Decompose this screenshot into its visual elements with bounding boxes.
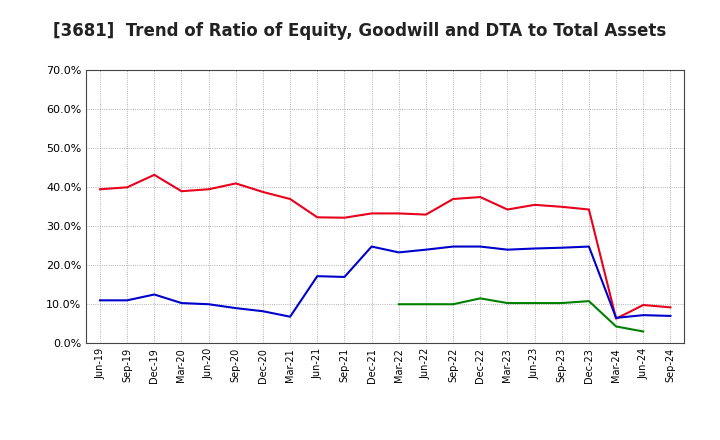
Goodwill	[476, 244, 485, 249]
Equity	[422, 212, 431, 217]
Deferred Tax Assets	[612, 324, 621, 329]
Equity	[639, 302, 647, 308]
Equity	[612, 316, 621, 321]
Goodwill	[557, 245, 566, 250]
Deferred Tax Assets	[395, 301, 403, 307]
Goodwill	[530, 246, 539, 251]
Equity	[123, 185, 132, 190]
Equity	[476, 194, 485, 200]
Goodwill	[123, 298, 132, 303]
Goodwill	[340, 274, 348, 279]
Line: Deferred Tax Assets: Deferred Tax Assets	[399, 298, 643, 331]
Goodwill	[639, 312, 647, 318]
Goodwill	[503, 247, 512, 252]
Equity	[395, 211, 403, 216]
Deferred Tax Assets	[476, 296, 485, 301]
Equity	[232, 181, 240, 186]
Goodwill	[585, 244, 593, 249]
Equity	[503, 207, 512, 212]
Equity	[340, 215, 348, 220]
Equity	[204, 187, 213, 192]
Goodwill	[367, 244, 376, 249]
Goodwill	[422, 247, 431, 252]
Goodwill	[232, 305, 240, 311]
Equity	[449, 196, 457, 202]
Goodwill	[177, 301, 186, 306]
Equity	[585, 207, 593, 212]
Text: [3681]  Trend of Ratio of Equity, Goodwill and DTA to Total Assets: [3681] Trend of Ratio of Equity, Goodwil…	[53, 22, 667, 40]
Equity	[96, 187, 104, 192]
Goodwill	[449, 244, 457, 249]
Deferred Tax Assets	[639, 329, 647, 334]
Equity	[150, 172, 158, 177]
Equity	[557, 204, 566, 209]
Deferred Tax Assets	[449, 301, 457, 307]
Equity	[258, 189, 267, 194]
Equity	[313, 215, 322, 220]
Goodwill	[286, 314, 294, 319]
Equity	[367, 211, 376, 216]
Goodwill	[313, 274, 322, 279]
Equity	[666, 305, 675, 310]
Deferred Tax Assets	[530, 301, 539, 306]
Equity	[177, 189, 186, 194]
Deferred Tax Assets	[422, 301, 431, 307]
Equity	[530, 202, 539, 208]
Goodwill	[612, 315, 621, 320]
Line: Goodwill: Goodwill	[100, 246, 670, 318]
Goodwill	[666, 313, 675, 319]
Goodwill	[96, 298, 104, 303]
Goodwill	[395, 250, 403, 255]
Deferred Tax Assets	[557, 301, 566, 306]
Goodwill	[150, 292, 158, 297]
Goodwill	[258, 308, 267, 314]
Goodwill	[204, 301, 213, 307]
Deferred Tax Assets	[585, 298, 593, 304]
Equity	[286, 196, 294, 202]
Line: Equity: Equity	[100, 175, 670, 319]
Deferred Tax Assets	[503, 301, 512, 306]
